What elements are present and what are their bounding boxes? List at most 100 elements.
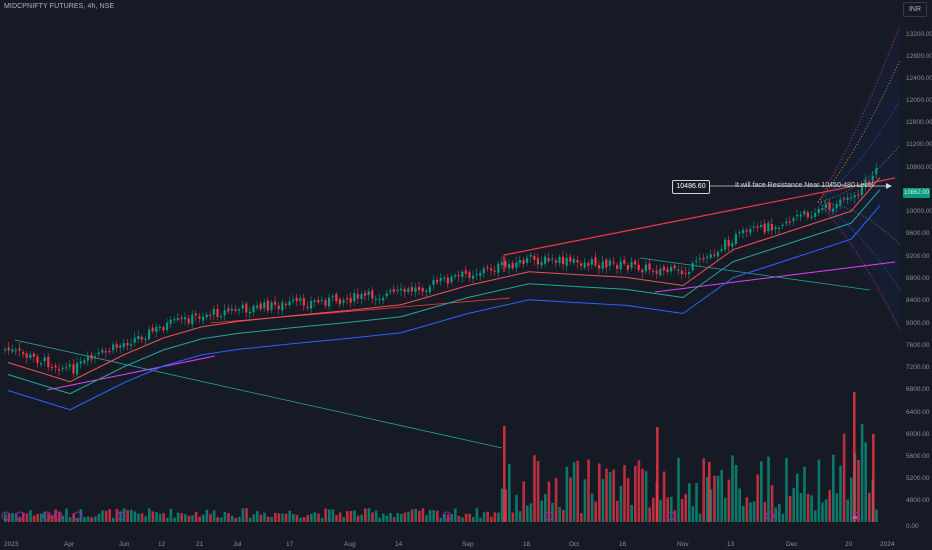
candle-body <box>508 264 511 269</box>
candle-body <box>338 299 341 305</box>
volume-bar <box>680 499 684 522</box>
candle-body <box>666 268 669 273</box>
volume-bar <box>493 512 497 522</box>
candle-body <box>259 303 262 310</box>
candle-body <box>385 293 388 297</box>
candle-body <box>191 314 194 325</box>
event-marker-icon[interactable] <box>1 511 11 521</box>
arrow-icon <box>886 183 892 189</box>
candle-body <box>594 257 597 266</box>
candle-body <box>688 271 691 275</box>
fan-curve <box>817 59 901 203</box>
event-marker-icon[interactable] <box>442 511 452 521</box>
volume-bar <box>569 477 572 522</box>
volume-bar <box>36 513 39 522</box>
volume-bar <box>752 501 756 522</box>
annotation-price-box[interactable]: 10486.60 <box>672 180 710 194</box>
candle-body <box>774 227 777 230</box>
volume-bar <box>684 494 687 522</box>
candle-body <box>256 305 259 308</box>
time-tick-label: 20 <box>845 541 853 548</box>
event-marker-icon[interactable] <box>850 511 860 521</box>
candle-body <box>328 297 331 307</box>
event-marker-icon[interactable] <box>15 511 25 521</box>
candle-body <box>464 270 467 274</box>
candle-body <box>14 349 17 352</box>
volume-bar <box>68 517 72 522</box>
symbol-title[interactable]: MIDCPNIFTY FUTURES, 4h, NSE <box>4 3 115 10</box>
volume-bar <box>814 510 817 522</box>
volume-bar <box>252 514 255 522</box>
volume-bar <box>666 497 669 522</box>
support-trendline-left[interactable] <box>46 355 216 391</box>
volume-bar <box>97 513 101 522</box>
volume-bar <box>598 463 601 522</box>
currency-button[interactable]: INR <box>903 2 927 17</box>
volume-bar <box>148 508 151 522</box>
volume-bar <box>544 494 547 522</box>
volume-bar <box>500 488 504 522</box>
event-marker-icon[interactable] <box>53 511 63 521</box>
event-marker-icon[interactable] <box>765 511 775 521</box>
volume-bar <box>425 515 428 522</box>
volume-bar <box>515 494 518 522</box>
candle-body <box>396 289 399 292</box>
candle-body <box>356 294 359 299</box>
event-marker-icon[interactable] <box>544 511 554 521</box>
volume-bar <box>875 509 878 522</box>
event-marker-icon[interactable] <box>73 511 83 521</box>
volume-bar <box>821 502 824 522</box>
annotation-text[interactable]: It will face Resistance Near 10450-480 L… <box>735 182 874 189</box>
volume-bar <box>248 517 252 522</box>
volume-bar <box>320 517 324 522</box>
candle-body <box>662 266 665 271</box>
candle-body <box>608 260 611 266</box>
volume-bar <box>706 476 709 522</box>
candle-body <box>781 224 784 227</box>
event-marker-icon[interactable] <box>666 511 676 521</box>
candle-body <box>277 305 280 310</box>
price-tick-label: 11200.00 <box>906 141 932 148</box>
volume-bar <box>695 483 698 522</box>
volume-bar <box>414 508 417 522</box>
volume-bar <box>756 474 759 522</box>
volume-bar <box>709 489 713 522</box>
volume-bar <box>378 517 381 522</box>
candle-body <box>281 302 284 311</box>
candle-body <box>68 364 71 367</box>
channel-line-right[interactable] <box>639 257 871 291</box>
candle-body <box>605 259 608 268</box>
candle-body <box>418 287 421 291</box>
event-marker-icon[interactable] <box>116 511 126 521</box>
volume-bar <box>644 471 648 522</box>
candle-body <box>778 227 781 229</box>
event-marker-icon[interactable] <box>42 511 52 521</box>
volume-bar <box>623 465 626 522</box>
candle-body <box>7 347 10 351</box>
price-tick-label: 5200.00 <box>906 475 930 482</box>
volume-bar <box>241 508 245 522</box>
volume-bar <box>299 517 302 522</box>
fan-area <box>818 25 900 330</box>
candle-body <box>691 263 694 271</box>
volume-bar <box>796 473 799 522</box>
candle-body <box>436 280 439 283</box>
price-tick-label: 6800.00 <box>906 386 930 393</box>
candle-body <box>806 212 809 218</box>
volume-bar <box>482 512 486 522</box>
candle-body <box>756 226 759 228</box>
candle-body <box>288 301 291 306</box>
volume-bar <box>205 509 209 522</box>
price-tick-label: 9600.00 <box>906 230 930 237</box>
resistance-trendline[interactable] <box>503 177 896 256</box>
candle-body <box>32 353 35 357</box>
volume-bar <box>803 466 806 522</box>
candle-body <box>320 299 323 302</box>
candle-body <box>767 223 770 232</box>
candle-body <box>684 272 687 275</box>
price-tick-label: 8400.00 <box>906 297 930 304</box>
volume-bar <box>817 459 821 522</box>
candle-body <box>551 258 554 260</box>
time-tick-label: 13 <box>727 541 735 548</box>
